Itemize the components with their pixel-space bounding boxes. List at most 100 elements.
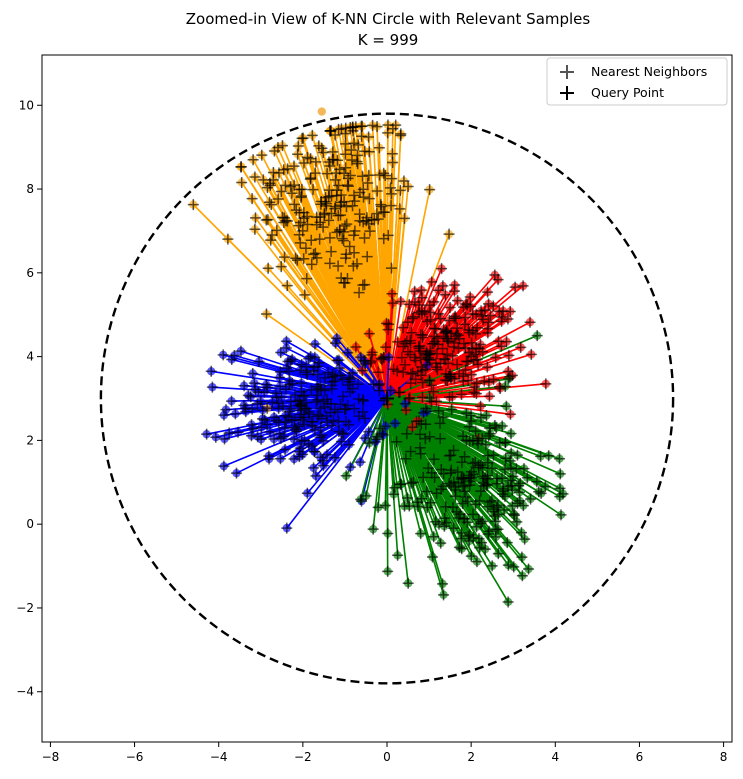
neighbor-marker	[240, 406, 252, 418]
neighbor-marker	[255, 396, 267, 408]
neighbor-marker	[385, 188, 397, 200]
neighbor-marker	[309, 446, 321, 458]
neighbor-marker	[282, 411, 294, 423]
neighbor-marker	[353, 287, 365, 299]
neighbor-marker	[497, 305, 509, 317]
neighbor-marker	[474, 542, 486, 554]
legend-plus-icon	[560, 86, 574, 100]
neighbor-marker	[467, 508, 479, 520]
neighbor-marker	[403, 298, 415, 310]
neighbor-marker	[281, 522, 293, 534]
neighbor-marker	[343, 439, 355, 451]
neighbor-marker	[295, 191, 307, 203]
neighbor-marker	[386, 173, 398, 185]
neighbor-marker	[504, 455, 516, 467]
neighbor-marker	[369, 436, 381, 448]
neighbor-marker	[422, 462, 434, 474]
neighbor-marker	[294, 442, 306, 454]
neighbor-marker	[249, 171, 261, 183]
neighbor-marker	[341, 218, 353, 230]
neighbor-marker	[363, 426, 375, 438]
neighbor-marker	[187, 199, 199, 211]
neighbor-marker	[325, 246, 337, 258]
neighbor-marker	[502, 559, 514, 571]
neighbor-marker	[392, 549, 404, 561]
neighbor-marker	[504, 371, 516, 383]
neighbor-marker	[425, 379, 437, 391]
neighbor-marker	[304, 173, 316, 185]
neighbor-marker	[483, 376, 495, 388]
neighbor-marker	[470, 342, 482, 354]
neighbor-marker	[407, 367, 419, 379]
neighbor-marker	[292, 420, 304, 432]
neighbor-marker	[415, 528, 427, 540]
neighbor-marker	[383, 318, 395, 330]
neighbor-marker	[336, 233, 348, 245]
neighbor-marker	[357, 183, 369, 195]
neighbor-marker	[311, 389, 323, 401]
neighbor-marker	[249, 223, 261, 235]
neighbor-marker	[313, 357, 325, 369]
neighbor-marker	[511, 516, 523, 528]
neighbor-marker	[275, 432, 287, 444]
neighbor-marker	[280, 383, 292, 395]
neighbor-marker	[500, 452, 512, 464]
neighbor-marker	[410, 373, 422, 385]
neighbor-marker	[260, 308, 272, 320]
neighbor-marker	[448, 285, 460, 297]
legend: Nearest Neighbors Query Point	[546, 57, 728, 106]
neighbor-marker	[338, 277, 350, 289]
legend-box	[546, 57, 728, 106]
neighbor-marker	[419, 363, 431, 375]
neighbor-marker	[281, 280, 293, 292]
neighbor-marker	[367, 523, 379, 535]
neighbor-marker	[480, 410, 492, 422]
neighbor-marker	[328, 414, 340, 426]
neighbor-marker	[314, 233, 326, 245]
neighbor-marker	[460, 407, 472, 419]
neighbor-marker	[477, 470, 489, 482]
neighbor-marker	[309, 247, 321, 259]
neighbor-marker	[443, 228, 455, 240]
neighbor-marker	[324, 257, 336, 269]
neighbor-marker	[441, 332, 453, 344]
neighbor-marker	[245, 430, 257, 442]
neighbor-marker	[367, 119, 379, 131]
neighbor-marker	[371, 431, 383, 443]
neighbor-marker	[494, 437, 506, 449]
neighbor-marker	[482, 323, 494, 335]
neighbor-marker	[331, 332, 343, 344]
neighbor-marker	[452, 466, 464, 478]
neighbor-marker	[363, 169, 375, 181]
neighbor-marker	[279, 444, 291, 456]
neighbor-marker	[242, 389, 254, 401]
neighbor-marker	[248, 377, 260, 389]
neighbor-marker	[344, 386, 356, 398]
neighbor-marker	[443, 315, 455, 327]
neighbor-marker	[340, 252, 352, 264]
neighbor-marker	[288, 433, 300, 445]
neighbor-marker	[410, 355, 422, 367]
neighbor-marker	[404, 392, 416, 404]
neighbor-marker	[344, 241, 356, 253]
neighbor-marker	[511, 497, 523, 509]
neighbor-marker	[371, 121, 383, 133]
neighbor-marker	[349, 195, 361, 207]
chart-title: Zoomed-in View of K-NN Circle with Relev…	[186, 10, 591, 28]
neighbor-marker	[463, 535, 475, 547]
neighbor-marker	[291, 254, 303, 266]
neighbor-marker	[294, 217, 306, 229]
neighbor-line	[386, 334, 538, 400]
neighbor-marker	[335, 435, 347, 447]
neighbor-marker	[218, 409, 230, 421]
neighbor-marker	[305, 384, 317, 396]
neighbor-marker	[315, 198, 327, 210]
neighbor-marker	[317, 460, 329, 472]
neighbor-marker	[437, 578, 449, 590]
neighbor-marker	[348, 229, 360, 241]
neighbor-marker	[389, 417, 401, 429]
x-tick-label: 8	[720, 750, 728, 764]
neighbor-marker	[471, 435, 483, 447]
neighbor-marker	[470, 388, 482, 400]
